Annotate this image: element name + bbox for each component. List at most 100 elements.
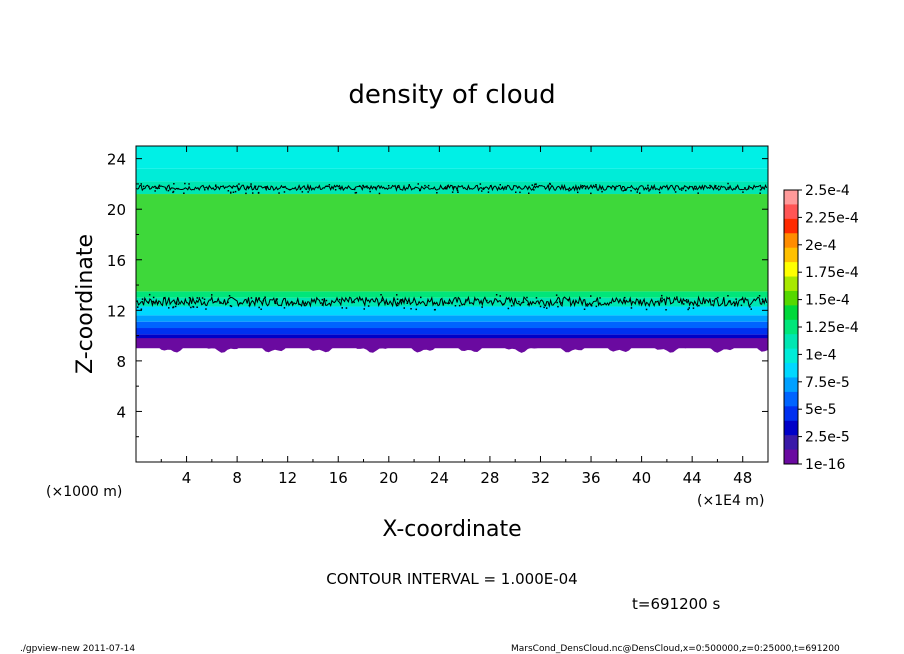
density-band-7 [136, 291, 768, 298]
speckle [433, 309, 436, 311]
speckle [158, 184, 161, 187]
speckle [526, 296, 528, 299]
speckle [761, 298, 764, 300]
speckle [556, 301, 558, 304]
density-band-2 [136, 328, 768, 335]
speckle [486, 299, 488, 302]
speckle [453, 186, 455, 188]
speckle [278, 192, 280, 194]
speckle [257, 192, 260, 194]
speckle [747, 187, 750, 190]
speckle [507, 307, 510, 310]
speckle [237, 187, 240, 190]
density-band-11 [136, 146, 768, 169]
speckle [535, 183, 537, 185]
speckle [539, 305, 542, 308]
x-tick-label: 16 [329, 469, 348, 487]
speckle [227, 301, 229, 304]
speckle [174, 305, 177, 308]
speckle [448, 302, 451, 304]
speckle [334, 189, 337, 191]
colorbar-label: 1e-4 [805, 347, 837, 363]
density-band-1 [136, 334, 768, 341]
speckle [366, 185, 368, 187]
speckle [535, 297, 538, 299]
speckle [258, 297, 261, 299]
speckle [590, 295, 592, 297]
colorbar-segment [784, 435, 798, 451]
colorbar-segment [784, 204, 798, 220]
plot-area [135, 146, 768, 462]
speckle [172, 306, 175, 308]
speckle [688, 187, 690, 189]
speckle [694, 188, 697, 190]
speckle [577, 191, 579, 194]
speckle [599, 297, 601, 299]
speckle [239, 302, 241, 305]
colorbar-label: 2.5e-4 [805, 183, 850, 199]
x-tick-label: 20 [379, 469, 398, 487]
speckle [262, 299, 265, 302]
speckle [367, 305, 370, 307]
speckle [396, 298, 399, 300]
speckle [740, 304, 743, 307]
speckle [234, 190, 237, 193]
speckle [744, 187, 746, 189]
speckle [698, 304, 700, 307]
colorbar-label: 7.5e-5 [805, 375, 850, 391]
speckle [380, 294, 382, 296]
speckle [201, 297, 204, 299]
speckle [497, 300, 499, 303]
speckle [590, 192, 592, 195]
speckle [581, 185, 584, 187]
density-band-8 [136, 194, 768, 292]
speckle [396, 294, 398, 296]
speckle [157, 302, 159, 304]
speckle [283, 186, 285, 188]
speckle [198, 297, 201, 299]
speckle [549, 182, 551, 185]
speckle [630, 190, 632, 192]
speckle [167, 189, 170, 192]
speckle [341, 307, 343, 309]
density-band-10 [136, 168, 768, 182]
speckle [158, 187, 160, 189]
speckle [607, 185, 610, 188]
speckle [630, 307, 633, 309]
speckle [148, 185, 150, 188]
speckle [614, 188, 616, 191]
speckle [717, 296, 719, 299]
speckle [184, 182, 186, 185]
x-tick-label: 40 [632, 469, 651, 487]
speckle [188, 297, 191, 299]
x-tick-label: 24 [430, 469, 449, 487]
y-tick-label: 16 [107, 252, 126, 270]
speckle [647, 184, 649, 187]
speckle [454, 305, 457, 307]
speckle [479, 183, 482, 185]
colorbar-segment [784, 348, 798, 364]
speckle [510, 305, 513, 307]
speckle [260, 308, 262, 310]
speckle [229, 305, 232, 307]
speckle [527, 303, 529, 306]
speckle [661, 297, 663, 299]
speckle [715, 185, 717, 187]
speckle [709, 184, 711, 187]
speckle [687, 308, 689, 311]
speckle [307, 191, 309, 193]
speckle [254, 185, 257, 188]
speckle [152, 296, 155, 299]
speckle [465, 301, 467, 303]
colorbar-segment [784, 218, 798, 234]
speckle [140, 183, 142, 185]
speckle [252, 192, 254, 194]
speckle [245, 192, 247, 195]
x-tick-label: 8 [232, 469, 242, 487]
speckle [583, 308, 586, 310]
speckle [419, 189, 421, 192]
speckle [378, 192, 381, 195]
density-band-9 [136, 181, 768, 195]
x-tick-label: 4 [182, 469, 192, 487]
speckle [204, 189, 206, 191]
